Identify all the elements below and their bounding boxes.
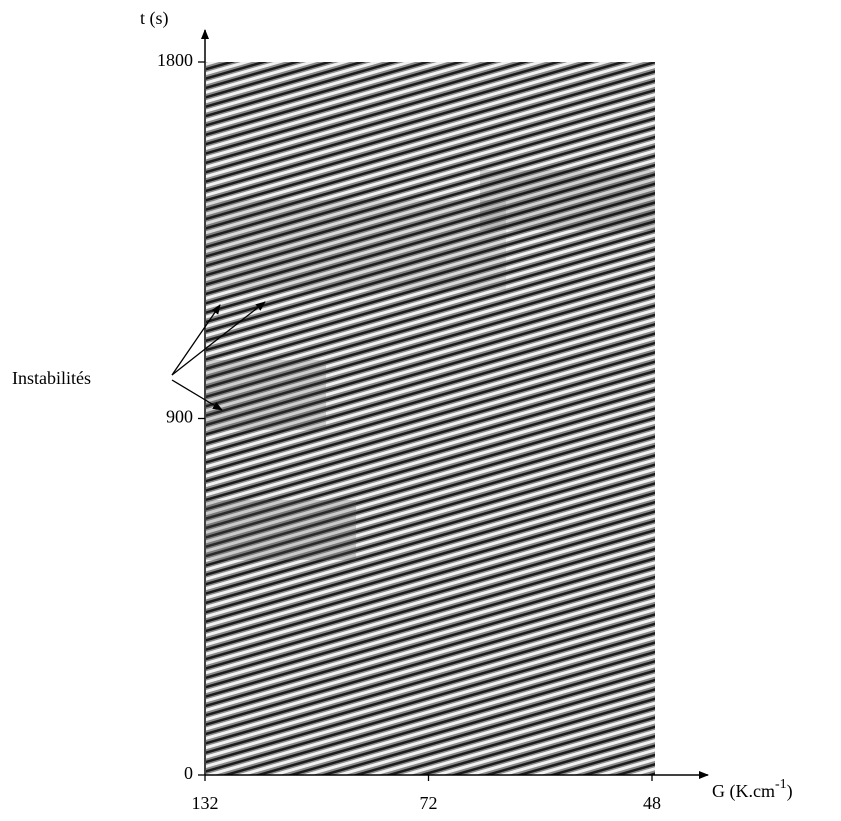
x-axis-label: G (K.cm-1) [712,777,793,802]
annotation: Instabilités [12,368,91,388]
y-tick-label: 900 [166,407,193,427]
x-label-main: G (K.cm [712,781,775,802]
x-tick-label: 72 [420,793,438,813]
x-label-end: ) [787,781,793,802]
x-tick-label: 132 [192,793,219,813]
y-tick-label: 1800 [157,50,193,70]
y-axis-label: t (s) [140,8,169,29]
x-tick-label: 48 [643,793,661,813]
annotation-arrows [171,301,266,411]
plot-image [206,62,655,775]
y-tick-label: 0 [184,763,193,783]
x-label-sup: -1 [775,777,787,792]
